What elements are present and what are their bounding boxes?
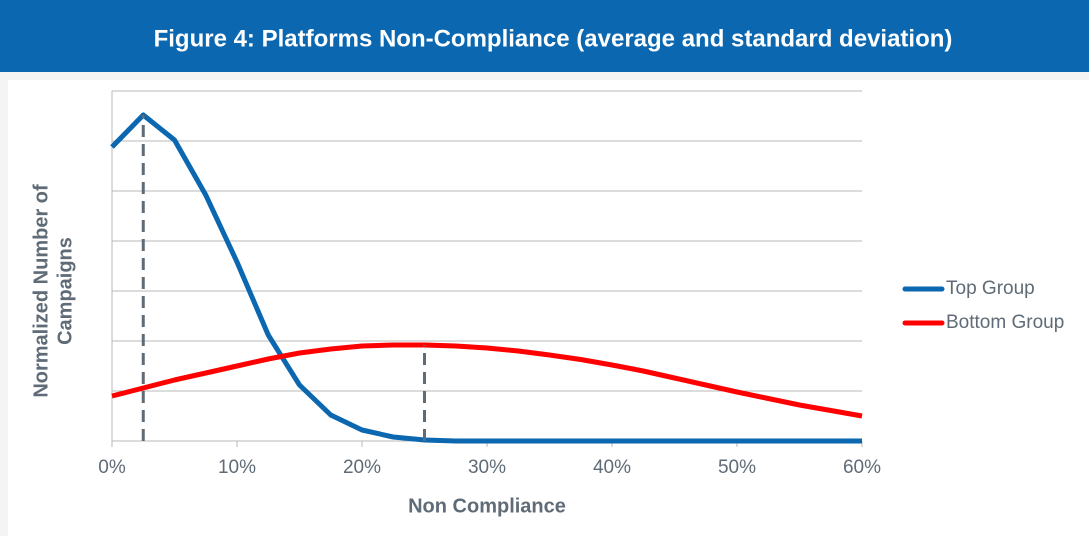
x-tick-label: 40% (593, 457, 631, 478)
x-tick-label: 20% (343, 457, 381, 478)
y-axis-label: Normalized Number of (30, 184, 52, 398)
x-tick-label: 10% (218, 457, 256, 478)
series-line (110, 112, 862, 444)
legend-label: Bottom Group (946, 312, 1064, 333)
x-axis-label: Non Compliance (408, 495, 566, 517)
y-axis-label: Campaigns (54, 237, 76, 345)
x-tick-label: 30% (468, 457, 506, 478)
title-bar (0, 0, 1089, 72)
chart-area (8, 80, 1089, 536)
chart-title: Figure 4: Platforms Non-Compliance (aver… (154, 25, 953, 52)
legend-label: Top Group (946, 278, 1035, 299)
x-tick-label: 50% (718, 457, 756, 478)
series-line (111, 342, 863, 419)
x-tick-label: 0% (98, 457, 126, 478)
x-tick-label: 60% (843, 457, 881, 478)
